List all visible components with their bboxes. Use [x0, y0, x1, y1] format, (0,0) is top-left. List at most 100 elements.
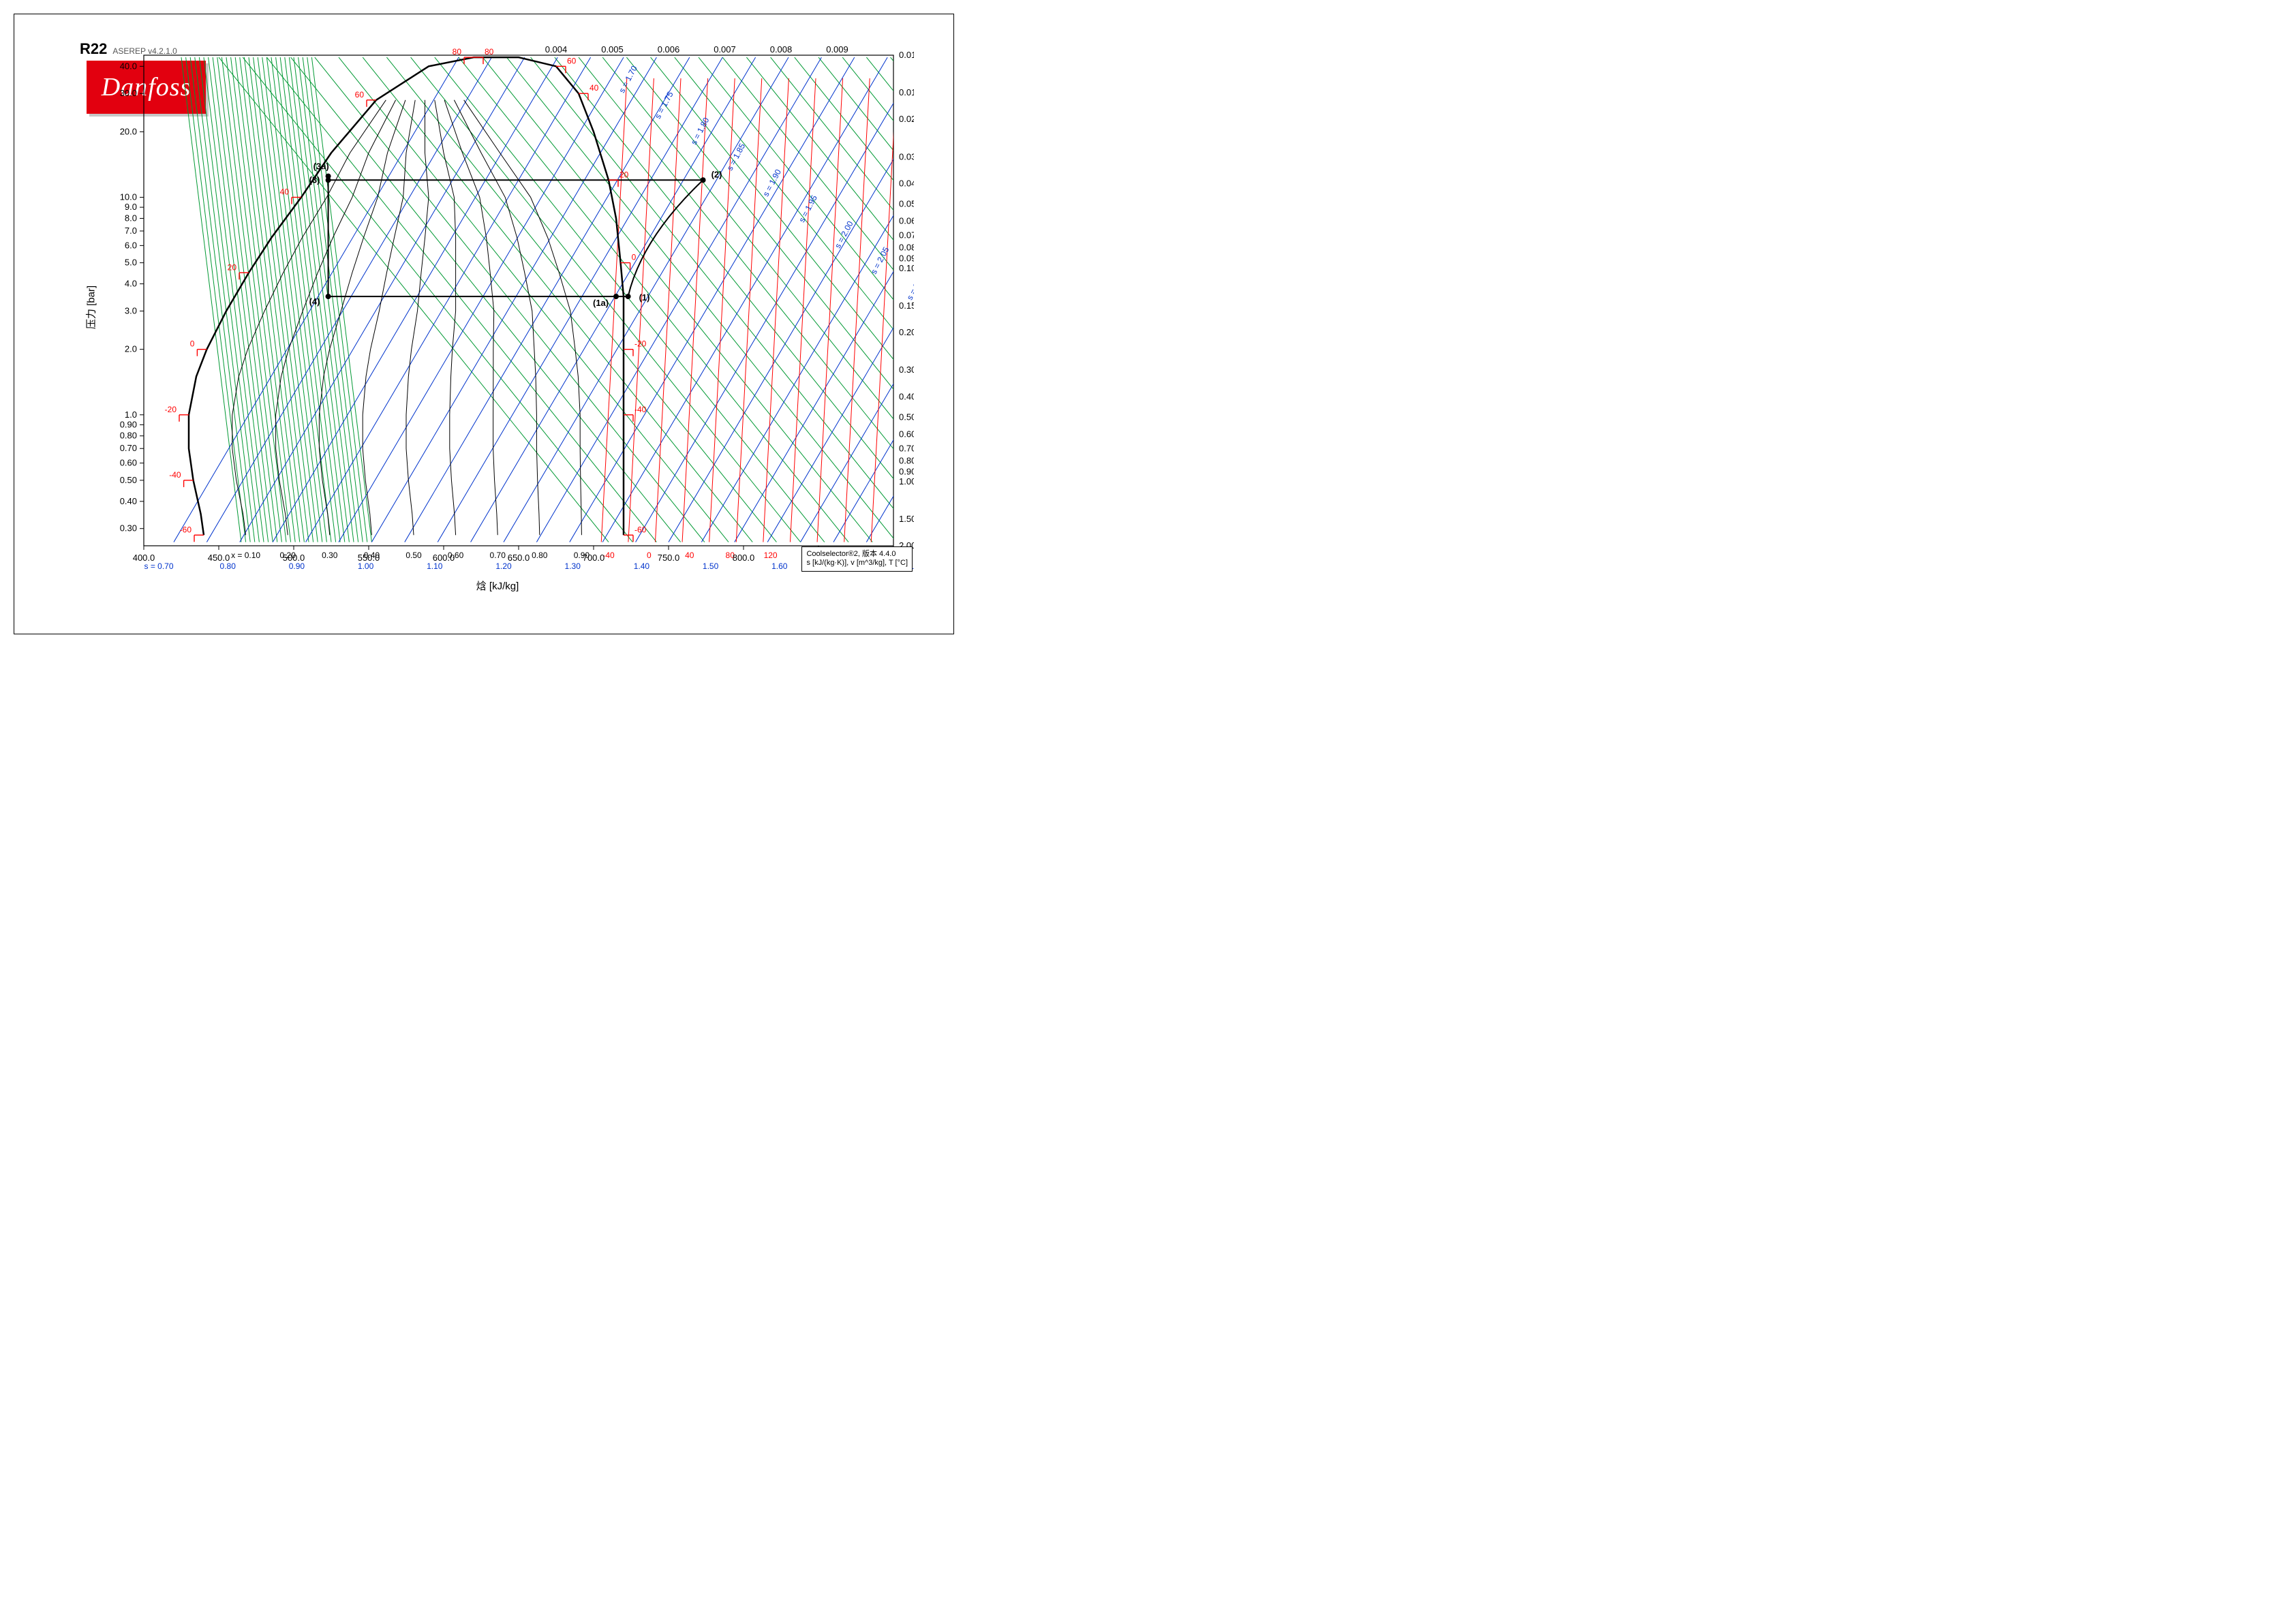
svg-text:2.0: 2.0 [125, 344, 137, 354]
svg-text:-20: -20 [165, 405, 177, 414]
svg-text:0.30: 0.30 [322, 551, 338, 560]
svg-text:0: 0 [647, 551, 652, 560]
svg-text:8.0: 8.0 [125, 213, 137, 223]
svg-text:0.100: 0.100 [899, 263, 914, 273]
svg-text:800.0: 800.0 [733, 553, 755, 563]
svg-text:10.0: 10.0 [120, 192, 137, 202]
y-axis: 0.300.400.500.600.700.800.901.02.03.04.0… [120, 61, 144, 533]
svg-text:0.90: 0.90 [120, 419, 137, 429]
svg-text:60: 60 [567, 56, 577, 65]
svg-text:(3): (3) [309, 174, 320, 185]
svg-text:4.0: 4.0 [125, 279, 137, 289]
svg-text:1.00: 1.00 [358, 561, 374, 571]
svg-text:1.000: 1.000 [899, 476, 914, 486]
svg-text:0.500: 0.500 [899, 412, 914, 422]
svg-text:120: 120 [764, 551, 778, 560]
svg-text:0.400: 0.400 [899, 391, 914, 401]
svg-text:(2): (2) [711, 169, 722, 179]
svg-text:1.20: 1.20 [495, 561, 512, 571]
svg-text:-20: -20 [634, 339, 647, 349]
y-axis-label: 压力 [bar] [84, 285, 98, 329]
svg-text:700.0: 700.0 [583, 553, 605, 563]
svg-text:0.070: 0.070 [899, 230, 914, 240]
svg-text:1.40: 1.40 [634, 561, 650, 571]
svg-text:0.50: 0.50 [405, 551, 422, 560]
svg-text:600.0: 600.0 [433, 553, 455, 563]
svg-text:1.30: 1.30 [565, 561, 581, 571]
svg-text:1.10: 1.10 [427, 561, 443, 571]
svg-text:20.0: 20.0 [120, 126, 137, 136]
svg-text:0.70: 0.70 [490, 551, 506, 560]
svg-text:9.0: 9.0 [125, 202, 137, 212]
svg-text:0.80: 0.80 [120, 431, 137, 441]
svg-text:0.70: 0.70 [120, 443, 137, 453]
svg-text:0.900: 0.900 [899, 466, 914, 476]
svg-text:6.0: 6.0 [125, 240, 137, 250]
svg-text:0.015: 0.015 [899, 87, 914, 97]
refrigeration-cycle: (1) (2) (3) (4) (1a) (3a) [309, 161, 722, 308]
ph-chart-svg: (1) (2) (3) (4) (1a) (3a) 80 60 40 20 0 -20 -40 -60 8… [96, 42, 914, 573]
svg-text:s = 1.85: s = 1.85 [725, 142, 748, 172]
svg-text:0.150: 0.150 [899, 300, 914, 311]
svg-text:5.0: 5.0 [125, 258, 137, 268]
svg-text:0.050: 0.050 [899, 199, 914, 209]
svg-text:0.007: 0.007 [714, 44, 736, 55]
svg-text:0.600: 0.600 [899, 429, 914, 439]
label-layer: 806040200-20-40-60806040200-20-40-60x = … [144, 47, 914, 571]
svg-text:0: 0 [632, 253, 637, 262]
svg-text:-60: -60 [634, 525, 647, 534]
svg-text:7.0: 7.0 [125, 226, 137, 236]
svg-text:(4): (4) [309, 296, 320, 307]
svg-text:s = 1.90: s = 1.90 [761, 168, 783, 198]
svg-text:0.200: 0.200 [899, 327, 914, 337]
svg-text:0.005: 0.005 [601, 44, 624, 55]
svg-text:s = 2.00: s = 2.00 [833, 219, 855, 250]
svg-text:0.80: 0.80 [220, 561, 236, 571]
svg-text:0.030: 0.030 [899, 151, 914, 161]
svg-text:40: 40 [590, 83, 599, 93]
svg-text:(1a): (1a) [593, 298, 609, 308]
svg-text:(1): (1) [639, 292, 650, 303]
svg-text:0.040: 0.040 [899, 178, 914, 188]
svg-text:s = 1.80: s = 1.80 [689, 116, 711, 146]
svg-text:0.300: 0.300 [899, 365, 914, 375]
curve-layer [174, 57, 914, 542]
svg-text:0.700: 0.700 [899, 443, 914, 453]
svg-text:s = 2.05: s = 2.05 [869, 245, 891, 276]
svg-text:0.060: 0.060 [899, 215, 914, 226]
svg-text:3.0: 3.0 [125, 305, 137, 315]
svg-text:40: 40 [685, 551, 694, 560]
footer-line1: Coolselector®2, 版本 4.4.0 [806, 550, 908, 559]
svg-text:-40: -40 [634, 405, 647, 414]
svg-text:40: 40 [280, 187, 290, 197]
svg-text:0.60: 0.60 [120, 458, 137, 468]
svg-text:0.90: 0.90 [289, 561, 305, 571]
svg-text:0.80: 0.80 [532, 551, 548, 560]
svg-text:1.500: 1.500 [899, 514, 914, 524]
svg-text:x = 0.10: x = 0.10 [231, 551, 260, 560]
svg-text:0.50: 0.50 [120, 475, 137, 485]
x-axis-label: 焓 [kJ/kg] [69, 578, 926, 593]
svg-text:0.090: 0.090 [899, 253, 914, 264]
svg-text:0.008: 0.008 [770, 44, 793, 55]
chart-area: 压力 [bar] (1)(2)(3)(4)(1a)(3a) 806040200-… [96, 42, 914, 573]
svg-text:40.0: 40.0 [120, 61, 137, 71]
svg-text:30.0: 30.0 [120, 88, 137, 98]
footer-line2: s [kJ/(kg·K)], v [m^3/kg], T [°C] [806, 559, 908, 568]
svg-text:0.30: 0.30 [120, 523, 137, 534]
svg-text:0.40: 0.40 [120, 496, 137, 506]
svg-text:s = 0.70: s = 0.70 [144, 561, 173, 571]
svg-text:0.009: 0.009 [826, 44, 848, 55]
svg-text:80: 80 [485, 47, 494, 57]
svg-text:20: 20 [619, 170, 629, 179]
svg-text:(3a): (3a) [313, 161, 329, 172]
svg-text:0.800: 0.800 [899, 455, 914, 465]
svg-text:-60: -60 [180, 525, 192, 534]
svg-text:0.004: 0.004 [545, 44, 568, 55]
svg-text:550.0: 550.0 [358, 553, 380, 563]
ph-diagram-page: R22 ASEREP v4.2.1.0 Danfoss 压力 [bar] (1)… [14, 14, 954, 634]
svg-text:1.60: 1.60 [771, 561, 788, 571]
svg-text:450.0: 450.0 [208, 553, 230, 563]
svg-text:-40: -40 [169, 470, 181, 480]
svg-text:20: 20 [228, 262, 237, 272]
